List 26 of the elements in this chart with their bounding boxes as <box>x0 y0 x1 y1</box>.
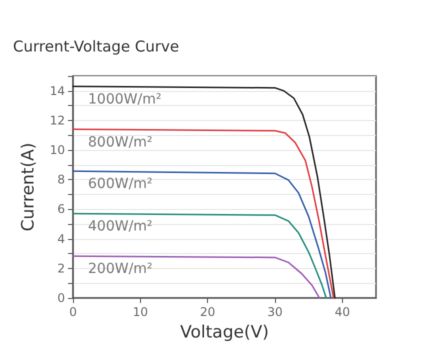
x-tick-label: 0 <box>69 305 77 319</box>
y-tick-label: 4 <box>57 232 65 246</box>
y-tick-label: 10 <box>50 143 65 157</box>
series-label: 1000W/m² <box>88 91 162 108</box>
x-tick-label: 10 <box>132 305 148 319</box>
y-axis-title: Current(A) <box>18 142 38 232</box>
x-tick-label: 40 <box>334 305 350 319</box>
series-label: 400W/m² <box>88 218 153 235</box>
series-label: 200W/m² <box>88 261 153 278</box>
line-series <box>72 86 336 299</box>
y-tick-label: 8 <box>57 172 65 187</box>
line-series <box>72 255 320 299</box>
y-tick-label: 6 <box>57 202 65 216</box>
line-series <box>72 170 332 299</box>
y-tick-label: 2 <box>57 261 65 276</box>
x-axis-title: Voltage(V) <box>180 322 269 342</box>
line-series <box>72 212 327 299</box>
line-series <box>72 128 334 299</box>
series-label: 600W/m² <box>88 176 153 192</box>
y-tick-label: 0 <box>57 291 65 305</box>
chart-title: Current-Voltage Curve <box>13 38 180 56</box>
y-tick-label: 14 <box>50 84 65 98</box>
x-tick-label: 20 <box>200 305 216 319</box>
series-label: 800W/m² <box>88 134 153 150</box>
y-tick-label: 12 <box>50 113 65 128</box>
x-tick-label: 30 <box>267 305 283 319</box>
